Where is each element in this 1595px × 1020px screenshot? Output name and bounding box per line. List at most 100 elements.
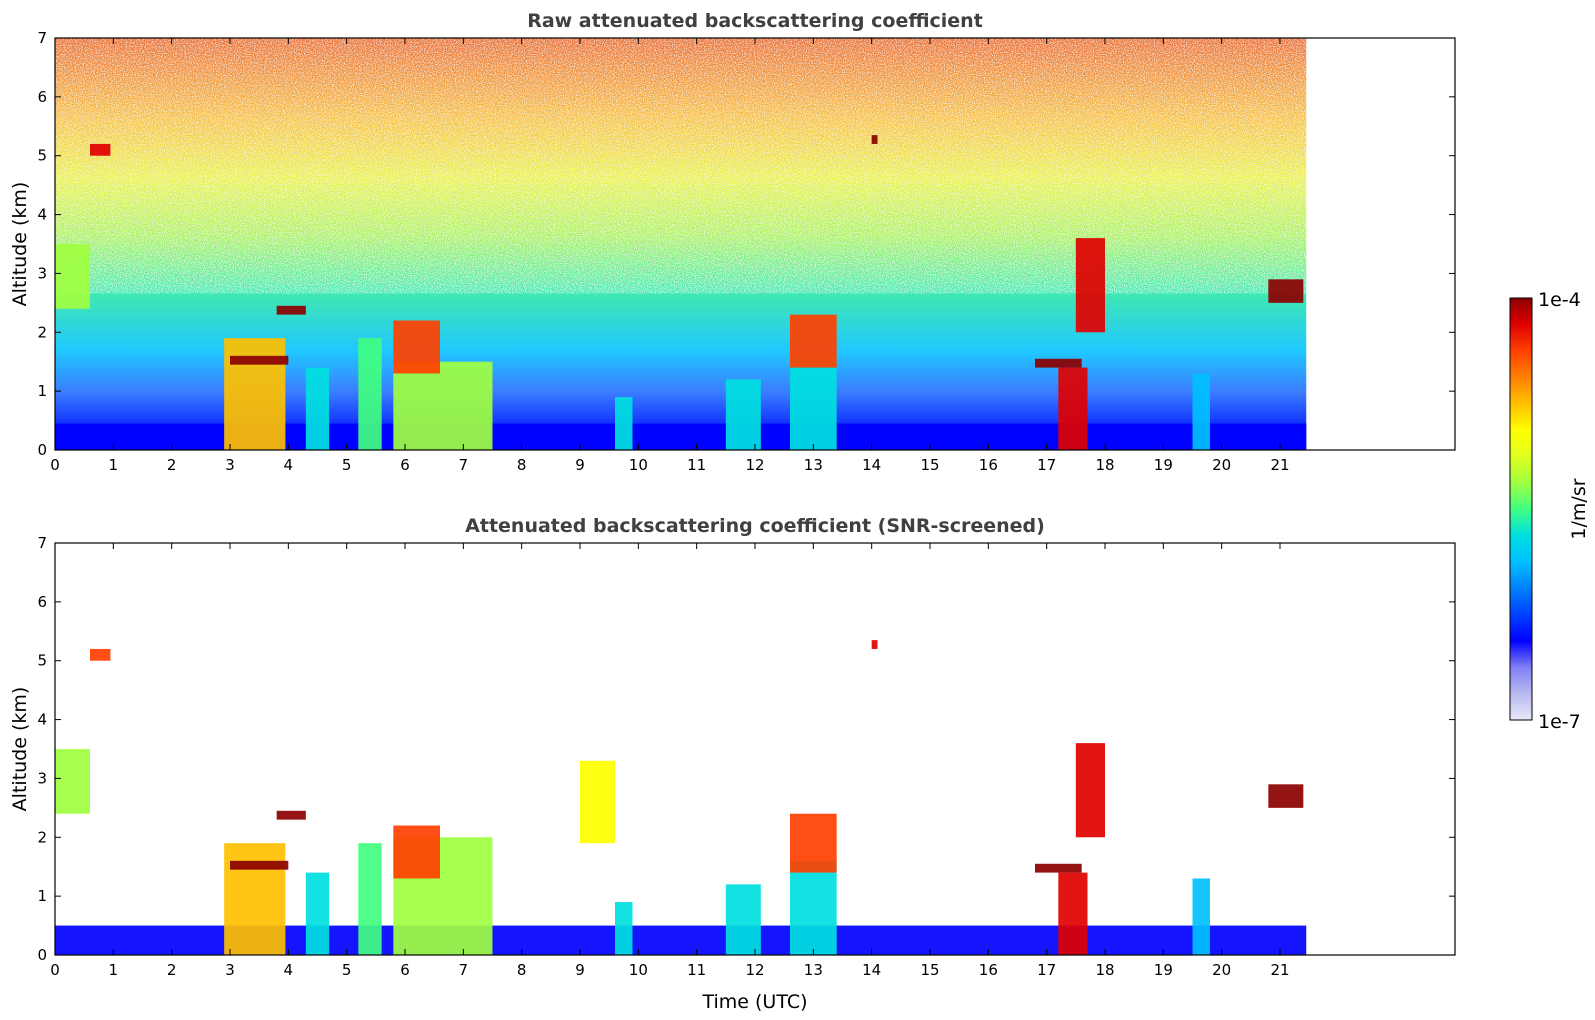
top-x-tick-label-14: 14	[862, 456, 881, 474]
bottom-y-tick-label-2: 2	[37, 828, 47, 846]
top-data-cell-4	[393, 361, 493, 450]
top-x-tick-label-13: 13	[804, 456, 823, 474]
top-data-cell-15	[276, 305, 306, 315]
top-data-cell-12	[55, 244, 90, 309]
bottom-data-cell-3	[358, 843, 382, 955]
top-y-tick-label-0: 0	[37, 441, 47, 459]
bottom-x-tick-label-3: 3	[225, 961, 235, 979]
bottom-data-cell-6	[725, 884, 761, 955]
top-x-tick-label-6: 6	[400, 456, 410, 474]
bottom-y-axis-label: Altitude (km)	[9, 687, 31, 812]
bottom-data-cell-7	[790, 860, 837, 955]
top-data-cell-8	[1058, 367, 1088, 450]
bottom-x-tick-label-17: 17	[1037, 961, 1056, 979]
top-x-tick-label-4: 4	[284, 456, 294, 474]
bottom-x-tick-label-13: 13	[804, 961, 823, 979]
top-data-cell-17	[1268, 279, 1304, 303]
bottom-data-cell-5	[615, 902, 633, 955]
top-x-tick-label-7: 7	[459, 456, 469, 474]
bottom-data-cell-2	[305, 872, 330, 955]
bottom-data-cell-9	[1192, 878, 1210, 955]
top-noise-overlay	[55, 38, 1307, 294]
top-x-tick-label-10: 10	[629, 456, 648, 474]
top-x-tick-label-2: 2	[167, 456, 177, 474]
bottom-x-tick-label-18: 18	[1095, 961, 1114, 979]
bottom-data-cell-16	[276, 810, 306, 820]
top-y-tick-label-3: 3	[37, 264, 47, 282]
top-data-cell-5	[615, 397, 633, 450]
bottom-plot-area	[55, 640, 1307, 955]
bottom-data-cell-8	[1058, 872, 1088, 955]
bottom-axis-ticks: 0 1 2 3 4 5 6 7 8 9 10 11 12 13 14 15 16 17 18 19 20 21012345…	[37, 534, 1455, 979]
bottom-data-cell-20	[871, 640, 878, 649]
bottom-data-cell-10	[790, 813, 837, 873]
bottom-y-tick-label-0: 0	[37, 946, 47, 964]
top-data-cell-18	[90, 143, 111, 156]
bottom-x-tick-label-1: 1	[109, 961, 119, 979]
top-data-cell-3	[358, 338, 382, 450]
top-x-tick-label-0: 0	[50, 456, 60, 474]
top-chart-title: Raw attenuated backscattering coefficien…	[527, 10, 983, 32]
top-x-tick-label-9: 9	[575, 456, 585, 474]
top-data-cell-6	[725, 379, 761, 450]
bottom-x-tick-label-7: 7	[459, 961, 469, 979]
top-y-axis-label: Altitude (km)	[9, 182, 31, 307]
top-x-tick-label-8: 8	[517, 456, 527, 474]
top-data-cell-16	[1035, 358, 1082, 368]
bottom-data-cell-17	[1035, 863, 1082, 873]
bottom-x-tick-label-12: 12	[745, 961, 764, 979]
top-x-tick-label-12: 12	[745, 456, 764, 474]
bottom-data-cell-12	[55, 749, 90, 814]
bottom-x-tick-label-6: 6	[400, 961, 410, 979]
bottom-x-tick-label-5: 5	[342, 961, 352, 979]
bottom-x-tick-label-11: 11	[687, 961, 706, 979]
top-y-tick-label-7: 7	[37, 29, 47, 47]
top-data-cell-10	[790, 314, 837, 368]
top-x-tick-label-20: 20	[1212, 456, 1231, 474]
bottom-data-cell-19	[90, 648, 111, 661]
bottom-x-tick-label-16: 16	[979, 961, 998, 979]
top-x-tick-label-16: 16	[979, 456, 998, 474]
top-x-tick-label-17: 17	[1037, 456, 1056, 474]
top-axis-ticks: 0 1 2 3 4 5 6 7 8 9 10 11 12 13 14 15 16 17 18 19 20 21012345…	[37, 29, 1455, 474]
top-data-cell-2	[305, 367, 330, 450]
bottom-y-tick-label-5: 5	[37, 652, 47, 670]
bottom-data-cell-11	[393, 825, 440, 879]
bottom-x-tick-label-20: 20	[1212, 961, 1231, 979]
bottom-chart-title: Attenuated backscattering coefficient (S…	[465, 515, 1045, 537]
bottom-x-tick-label-10: 10	[629, 961, 648, 979]
top-y-tick-label-1: 1	[37, 382, 47, 400]
bottom-y-tick-label-4: 4	[37, 711, 47, 729]
bottom-x-tick-label-14: 14	[862, 961, 881, 979]
bottom-y-tick-label-3: 3	[37, 769, 47, 787]
top-x-tick-label-3: 3	[225, 456, 235, 474]
top-y-tick-label-5: 5	[37, 147, 47, 165]
top-data-cell-7	[790, 355, 837, 450]
bottom-x-tick-label-4: 4	[284, 961, 294, 979]
bottom-x-tick-label-0: 0	[50, 961, 60, 979]
top-x-tick-label-11: 11	[687, 456, 706, 474]
bottom-y-tick-label-7: 7	[37, 534, 47, 552]
bottom-y-tick-label-1: 1	[37, 887, 47, 905]
bottom-x-tick-label-21: 21	[1270, 961, 1289, 979]
top-data-cell-14	[230, 355, 289, 365]
bottom-x-tick-label-8: 8	[517, 961, 527, 979]
top-y-tick-label-6: 6	[37, 88, 47, 106]
top-x-tick-label-1: 1	[109, 456, 119, 474]
top-x-tick-label-21: 21	[1270, 456, 1289, 474]
top-data-cell-11	[393, 320, 440, 374]
colorbar-gradient	[1509, 297, 1533, 721]
bottom-y-tick-label-6: 6	[37, 593, 47, 611]
bottom-x-tick-label-19: 19	[1154, 961, 1173, 979]
top-plot-area	[55, 38, 1307, 450]
bottom-data-cell-14	[1075, 743, 1105, 838]
bottom-data-cell-1	[224, 843, 286, 955]
top-x-tick-label-19: 19	[1154, 456, 1173, 474]
top-data-cell-13	[1075, 238, 1105, 333]
colorbar-max-label: 1e-4	[1538, 289, 1581, 311]
top-data-cell-1	[224, 338, 286, 450]
bottom-data-cell-13	[580, 760, 615, 844]
bottom-x-tick-label-2: 2	[167, 961, 177, 979]
